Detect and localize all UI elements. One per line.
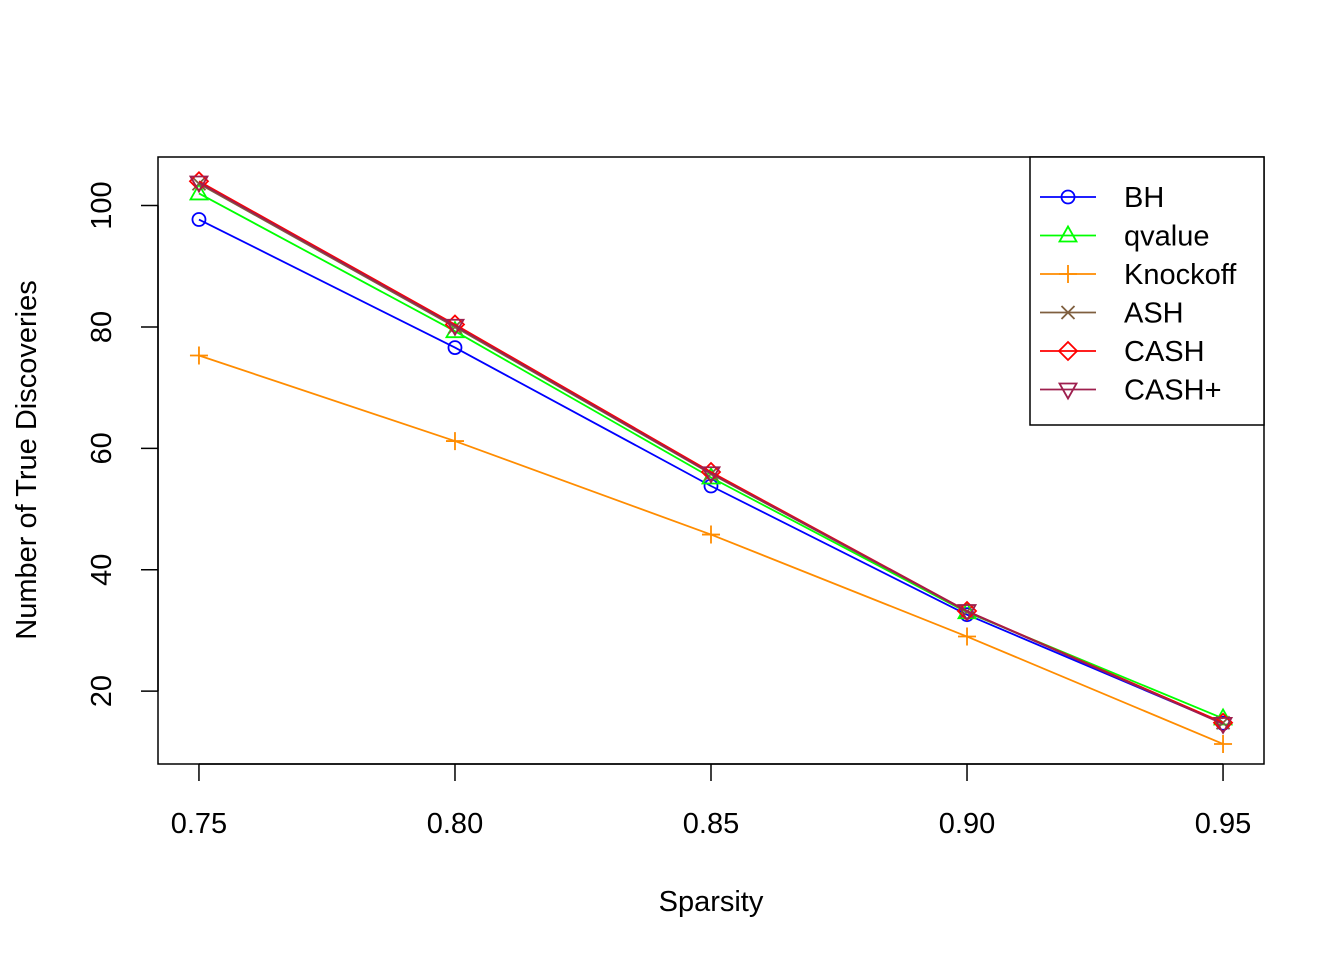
point-bh — [191, 212, 207, 227]
y-tick-label: 100 — [86, 181, 118, 229]
x-axis: 0.75 0.80 0.85 0.90 0.95 — [171, 763, 1251, 840]
legend-item-knockoff: Knockoff — [1040, 259, 1237, 291]
legend: BH qvalue Knockoff ASH CASH CASH+ — [1029, 156, 1265, 426]
legend-item-ash: ASH — [1040, 298, 1184, 330]
y-tick-label: 20 — [86, 675, 118, 707]
series-layer — [188, 171, 1234, 753]
y-tick-label: 60 — [86, 432, 118, 464]
point-cash — [444, 318, 466, 337]
point-bh — [703, 478, 719, 494]
y-axis-title: Number of True Discoveries — [11, 280, 43, 639]
x-tick-label: 0.95 — [1195, 808, 1251, 840]
point-ash — [191, 176, 207, 191]
point-bh — [1215, 715, 1231, 731]
legend-label: CASH+ — [1124, 375, 1222, 407]
legend-item-cash: CASH+ — [1040, 375, 1222, 407]
point-knockoff — [958, 627, 977, 646]
point-cash — [1212, 717, 1234, 735]
x-tick-label: 0.75 — [171, 808, 227, 840]
point-knockoff — [189, 346, 208, 365]
series-line-cash — [198, 181, 1224, 725]
x-tick-label: 0.85 — [683, 808, 739, 840]
legend-marker-cash — [1057, 340, 1079, 362]
legend-marker-knockoff — [1059, 265, 1077, 283]
point-cash — [956, 604, 978, 622]
y-axis: 20 40 60 80 100 — [86, 181, 159, 707]
series-cash — [188, 175, 1234, 735]
series-line-bh — [198, 218, 1224, 725]
legend-label: CASH — [1124, 336, 1205, 368]
legend-item-bh: BH — [1040, 182, 1164, 214]
legend-marker-cash — [1057, 382, 1079, 401]
legend-label: qvalue — [1124, 221, 1209, 253]
legend-label: ASH — [1124, 298, 1184, 330]
point-knockoff — [1214, 734, 1233, 753]
x-tick-label: 0.80 — [427, 808, 483, 840]
legend-label: BH — [1124, 182, 1164, 214]
point-knockoff — [702, 525, 720, 544]
legend-item-cash: CASH — [1040, 336, 1205, 368]
y-tick-label: 40 — [86, 554, 118, 586]
legend-item-qvalue: qvalue — [1040, 221, 1209, 253]
legend-marker-qvalue — [1057, 224, 1079, 243]
y-tick-label: 80 — [86, 311, 118, 343]
point-qvalue — [188, 182, 210, 201]
point-knockoff — [445, 432, 464, 451]
x-axis-title: Sparsity — [659, 886, 764, 918]
point-cash — [700, 466, 722, 485]
legend-box — [1029, 156, 1265, 426]
point-bh — [447, 340, 463, 355]
legend-marker-bh — [1060, 189, 1076, 205]
series-knockoff — [189, 346, 1233, 753]
series-bh — [191, 212, 1231, 731]
legend-items: BH qvalue Knockoff ASH CASH CASH+ — [1040, 182, 1237, 407]
legend-marker-ash — [1060, 305, 1076, 320]
x-tick-label: 0.90 — [939, 808, 995, 840]
legend-label: Knockoff — [1124, 259, 1237, 291]
point-cash — [188, 175, 210, 194]
